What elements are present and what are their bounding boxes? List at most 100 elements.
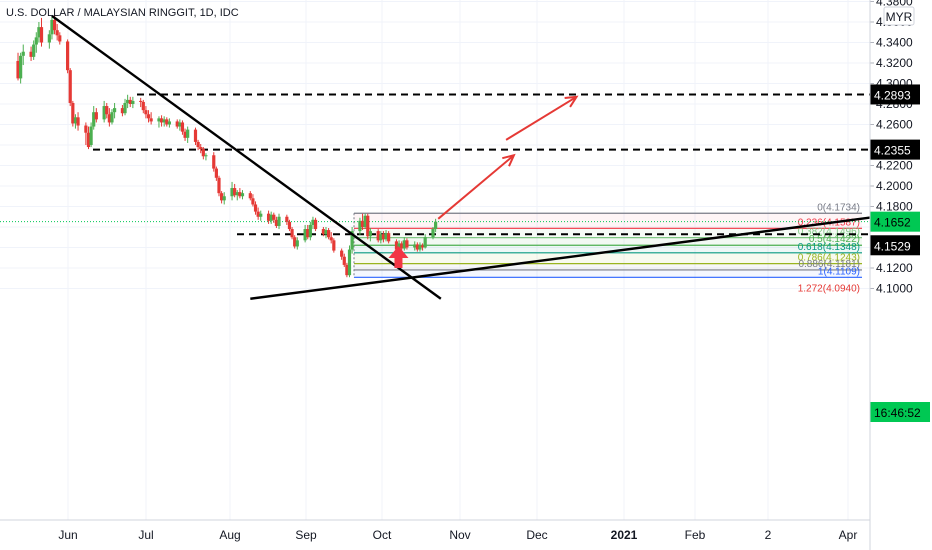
candle-up <box>347 249 352 276</box>
candle-down <box>321 229 325 235</box>
candle-down <box>327 230 331 238</box>
candle-up <box>131 100 135 104</box>
candle-down <box>238 192 242 197</box>
fib-label-0.382: 0.382(4.1496) <box>798 227 860 238</box>
candle-down <box>55 30 59 36</box>
candle-up <box>308 224 312 238</box>
candle-up <box>397 243 401 250</box>
candle-down <box>376 231 380 241</box>
candle-up <box>157 118 161 122</box>
candle-up <box>413 244 417 248</box>
fib-label-0.618: 0.618(4.1348) <box>798 242 860 253</box>
candle-up <box>32 44 36 57</box>
candle-up <box>269 214 273 221</box>
candle-up <box>89 126 93 145</box>
candle-down <box>285 216 289 222</box>
candle-down <box>366 215 370 237</box>
candle-down <box>214 168 218 178</box>
price-tag-4-2355-bg <box>870 139 920 160</box>
candle-up <box>126 99 130 103</box>
candle-down <box>146 114 151 119</box>
countdown-tag: 16:46:52 <box>874 406 921 420</box>
candle-up <box>384 233 388 240</box>
fib-zone <box>354 252 862 264</box>
y-tick-label: 4.2200 <box>876 159 913 173</box>
fib-zone <box>354 269 862 278</box>
candle-up <box>50 19 54 35</box>
candle-up <box>112 108 117 113</box>
fib-zone <box>354 263 862 270</box>
candle-up <box>47 34 51 43</box>
candle-down <box>313 219 318 230</box>
candle-down <box>405 240 409 248</box>
candle-down <box>66 41 70 71</box>
down-trendline <box>51 14 442 300</box>
x-tick-label: Feb <box>685 528 706 542</box>
candle-down <box>290 229 294 238</box>
y-tick-label: 4.1800 <box>876 200 913 214</box>
candle-down <box>71 102 75 124</box>
candle-down <box>149 118 153 122</box>
candle-up <box>167 121 171 125</box>
candle-up <box>92 112 96 127</box>
candle-up <box>431 229 435 238</box>
currency-label[interactable]: MYR <box>886 10 913 24</box>
candle-down <box>345 264 349 276</box>
candle-down <box>201 149 205 157</box>
candle-up <box>303 229 307 241</box>
candle-up <box>423 237 427 248</box>
fib-label-1: 1(4.1109) <box>818 266 860 277</box>
y-tick-label: 4.2000 <box>876 179 913 193</box>
currency-button[interactable] <box>883 6 915 26</box>
candle-up <box>110 112 114 123</box>
fib-label-0.5: 0.5(4.1422) <box>809 234 860 245</box>
x-tick-label: Oct <box>373 528 392 542</box>
candle-up <box>235 192 239 196</box>
candle-down <box>39 27 44 43</box>
candle-down <box>175 121 179 127</box>
fib-zone <box>354 237 862 246</box>
candle-down <box>287 221 292 230</box>
fib-zone <box>354 245 862 253</box>
price-tag-last-bg <box>870 211 920 232</box>
fib-label-0.786: 0.786(4.1243) <box>798 253 860 264</box>
candle-up <box>102 106 106 120</box>
candle-down <box>52 19 57 31</box>
candle-up <box>363 215 367 227</box>
candle-down <box>220 193 224 201</box>
candle-down <box>212 155 216 169</box>
x-tick-label: Jun <box>58 528 77 542</box>
candle-up <box>311 219 315 225</box>
projection-arrow-head <box>502 153 516 167</box>
candle-up <box>37 27 41 38</box>
fib-zone <box>354 228 862 238</box>
price-tag-4-1529-bg <box>870 235 920 256</box>
candle-down <box>420 245 425 248</box>
chart-title: U.S. DOLLAR / MALAYSIAN RINGGIT, 1D, IDC <box>6 7 239 19</box>
candle-down <box>16 60 20 79</box>
candle-down <box>29 51 33 57</box>
candle-up <box>277 216 281 226</box>
candle-up <box>222 196 226 201</box>
candle-up <box>230 188 234 197</box>
candle-down <box>272 214 276 220</box>
x-tick-label: Dec <box>526 528 547 542</box>
candle-up <box>21 51 25 56</box>
candle-down <box>332 240 336 251</box>
candle-down <box>248 193 252 199</box>
price-tag-4-2355: 4.2355 <box>874 144 911 158</box>
candle-down <box>394 241 399 250</box>
up-arrow-marker <box>388 246 409 268</box>
projection-arrow <box>437 154 515 220</box>
candle-down <box>381 234 386 240</box>
y-tick-label: 4.1200 <box>876 261 913 275</box>
candle-up <box>418 245 422 250</box>
candle-up <box>178 122 182 127</box>
candle-down <box>141 101 145 111</box>
candle-up <box>324 230 328 235</box>
x-tick-label: Nov <box>449 528 470 542</box>
candle-down <box>253 204 258 212</box>
candle-down <box>159 118 164 123</box>
y-tick-label: 4.1000 <box>876 282 913 296</box>
